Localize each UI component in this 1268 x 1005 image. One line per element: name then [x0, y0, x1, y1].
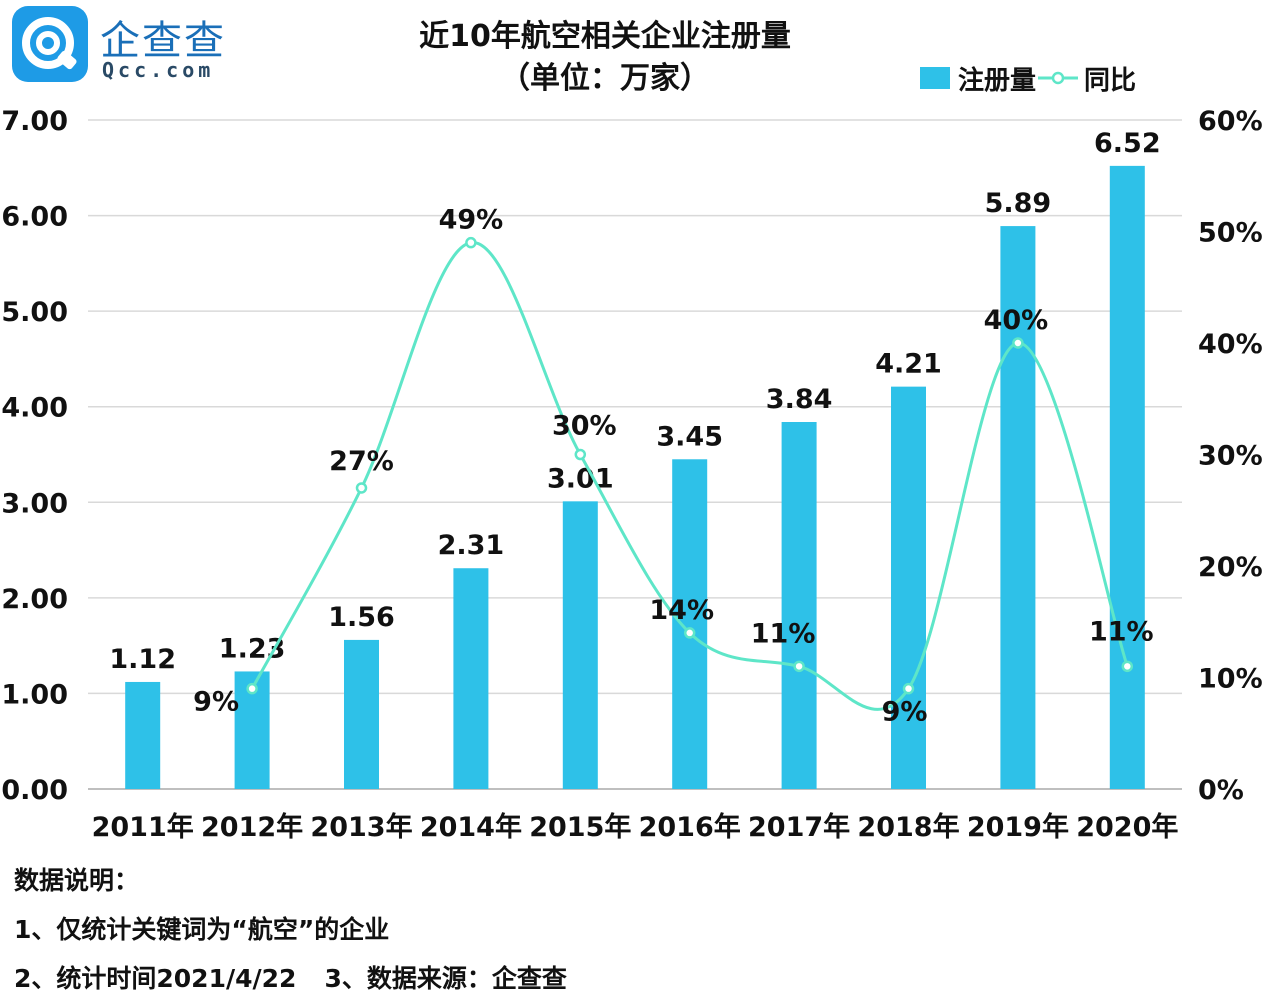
chart-title-line2: （单位：万家） [500, 61, 710, 96]
chart-title: 近10年航空相关企业注册量 （单位：万家） [330, 16, 880, 100]
data-notes: 数据说明： 1、仅统计关键词为“航空”的企业 2、统计时间2021/4/22 3、… [14, 856, 567, 1003]
yoy-point [355, 482, 368, 494]
legend-bar-label: 注册量 [958, 65, 1037, 96]
bar [344, 639, 379, 789]
yoy-value-label: 40% [984, 305, 1049, 336]
logo: 企查查 Qcc.com [12, 6, 272, 86]
y-left-tick-label: 7.00 [1, 106, 68, 137]
bar [562, 501, 598, 789]
chart-title-line1: 近10年航空相关企业注册量 [419, 19, 791, 54]
yoy-point [902, 682, 915, 695]
yoy-value-label: 11% [751, 618, 816, 649]
x-tick-label: 2012年 [201, 811, 303, 843]
bar [672, 459, 708, 789]
x-tick-label: 2020年 [1076, 811, 1178, 843]
y-right-tick-label: 50% [1198, 218, 1263, 249]
notes-line2b: 3、数据来源：企查查 [324, 964, 567, 993]
x-tick-label: 2014年 [420, 811, 522, 843]
y-left-tick-label: 5.00 [1, 297, 68, 328]
yoy-value-label: 49% [439, 205, 504, 236]
y-right-tick-label: 0% [1198, 775, 1244, 806]
bar [891, 386, 926, 789]
yoy-value-label: 30% [552, 411, 617, 442]
notes-line2: 2、统计时间2021/4/22 3、数据来源：企查查 [14, 954, 567, 1003]
yoy-value-label: 14% [649, 595, 714, 626]
logo-q-icon [12, 6, 88, 82]
y-left-tick-label: 4.00 [1, 393, 68, 424]
bar-value-label: 2.31 [438, 530, 505, 561]
yoy-value-label: 9% [193, 687, 239, 718]
x-tick-label: 2018年 [857, 811, 959, 843]
yoy-point [1121, 660, 1134, 673]
yoy-point [793, 660, 805, 673]
bar-value-label: 3.84 [766, 384, 833, 415]
bar-value-label: 6.52 [1094, 128, 1161, 159]
notes-heading: 数据说明： [14, 866, 140, 895]
bar-value-label: 5.89 [985, 188, 1052, 219]
logo-name-en: Qcc.com [102, 58, 215, 82]
bar-value-label: 3.01 [547, 463, 614, 494]
bar-value-label: 4.21 [875, 349, 942, 380]
bar [125, 681, 161, 789]
y-left-tick-label: 0.00 [1, 775, 68, 806]
chart-plot: 0.00 1.00 2.00 3.00 4.00 5.00 6.00 7.00 0% 10% 20%… [1, 106, 1263, 843]
x-tick-label: 2011年 [92, 811, 194, 843]
yoy-value-label: 11% [1089, 616, 1154, 647]
y-right-tick-label: 10% [1198, 664, 1263, 695]
x-tick-label: 2017年 [748, 811, 850, 843]
y-right-tick-label: 30% [1198, 441, 1263, 472]
bar [1000, 226, 1036, 789]
y-right-tick-label: 20% [1198, 552, 1263, 583]
yoy-value-label: 9% [882, 697, 928, 728]
bar-value-label: 1.12 [109, 644, 176, 675]
yoy-point [465, 236, 477, 249]
yoy-point [574, 448, 587, 461]
bar-value-label: 3.45 [656, 421, 723, 452]
yoy-point [683, 627, 696, 639]
x-tick-label: 2019年 [967, 811, 1069, 843]
chart-legend: 注册量 同比 [920, 58, 1136, 98]
bar-value-label: 1.56 [328, 602, 395, 633]
y-right-tick-label: 40% [1198, 329, 1263, 360]
legend-line-swatch [1038, 71, 1079, 85]
yoy-value-label: 27% [329, 446, 394, 477]
notes-line2a: 2、统计时间2021/4/22 [14, 964, 297, 993]
legend-bar-swatch [920, 67, 950, 89]
y-left-tick-label: 2.00 [1, 584, 68, 615]
y-left-tick-label: 3.00 [1, 488, 68, 519]
yoy-point [1012, 337, 1024, 349]
bar [781, 422, 817, 789]
x-tick-label: 2015年 [529, 811, 631, 843]
y-left-tick-label: 1.00 [1, 679, 68, 710]
bar [1109, 165, 1145, 790]
yoy-point [246, 682, 258, 695]
bar [453, 568, 489, 789]
notes-line1: 1、仅统计关键词为“航空”的企业 [14, 915, 390, 944]
legend-line-label: 同比 [1084, 65, 1137, 96]
x-tick-label: 2013年 [310, 811, 412, 843]
logo-name-cn: 企查查 [100, 18, 226, 64]
y-left-tick-label: 6.00 [1, 202, 68, 233]
x-tick-label: 2016年 [639, 811, 741, 843]
y-right-tick-label: 60% [1198, 106, 1263, 137]
